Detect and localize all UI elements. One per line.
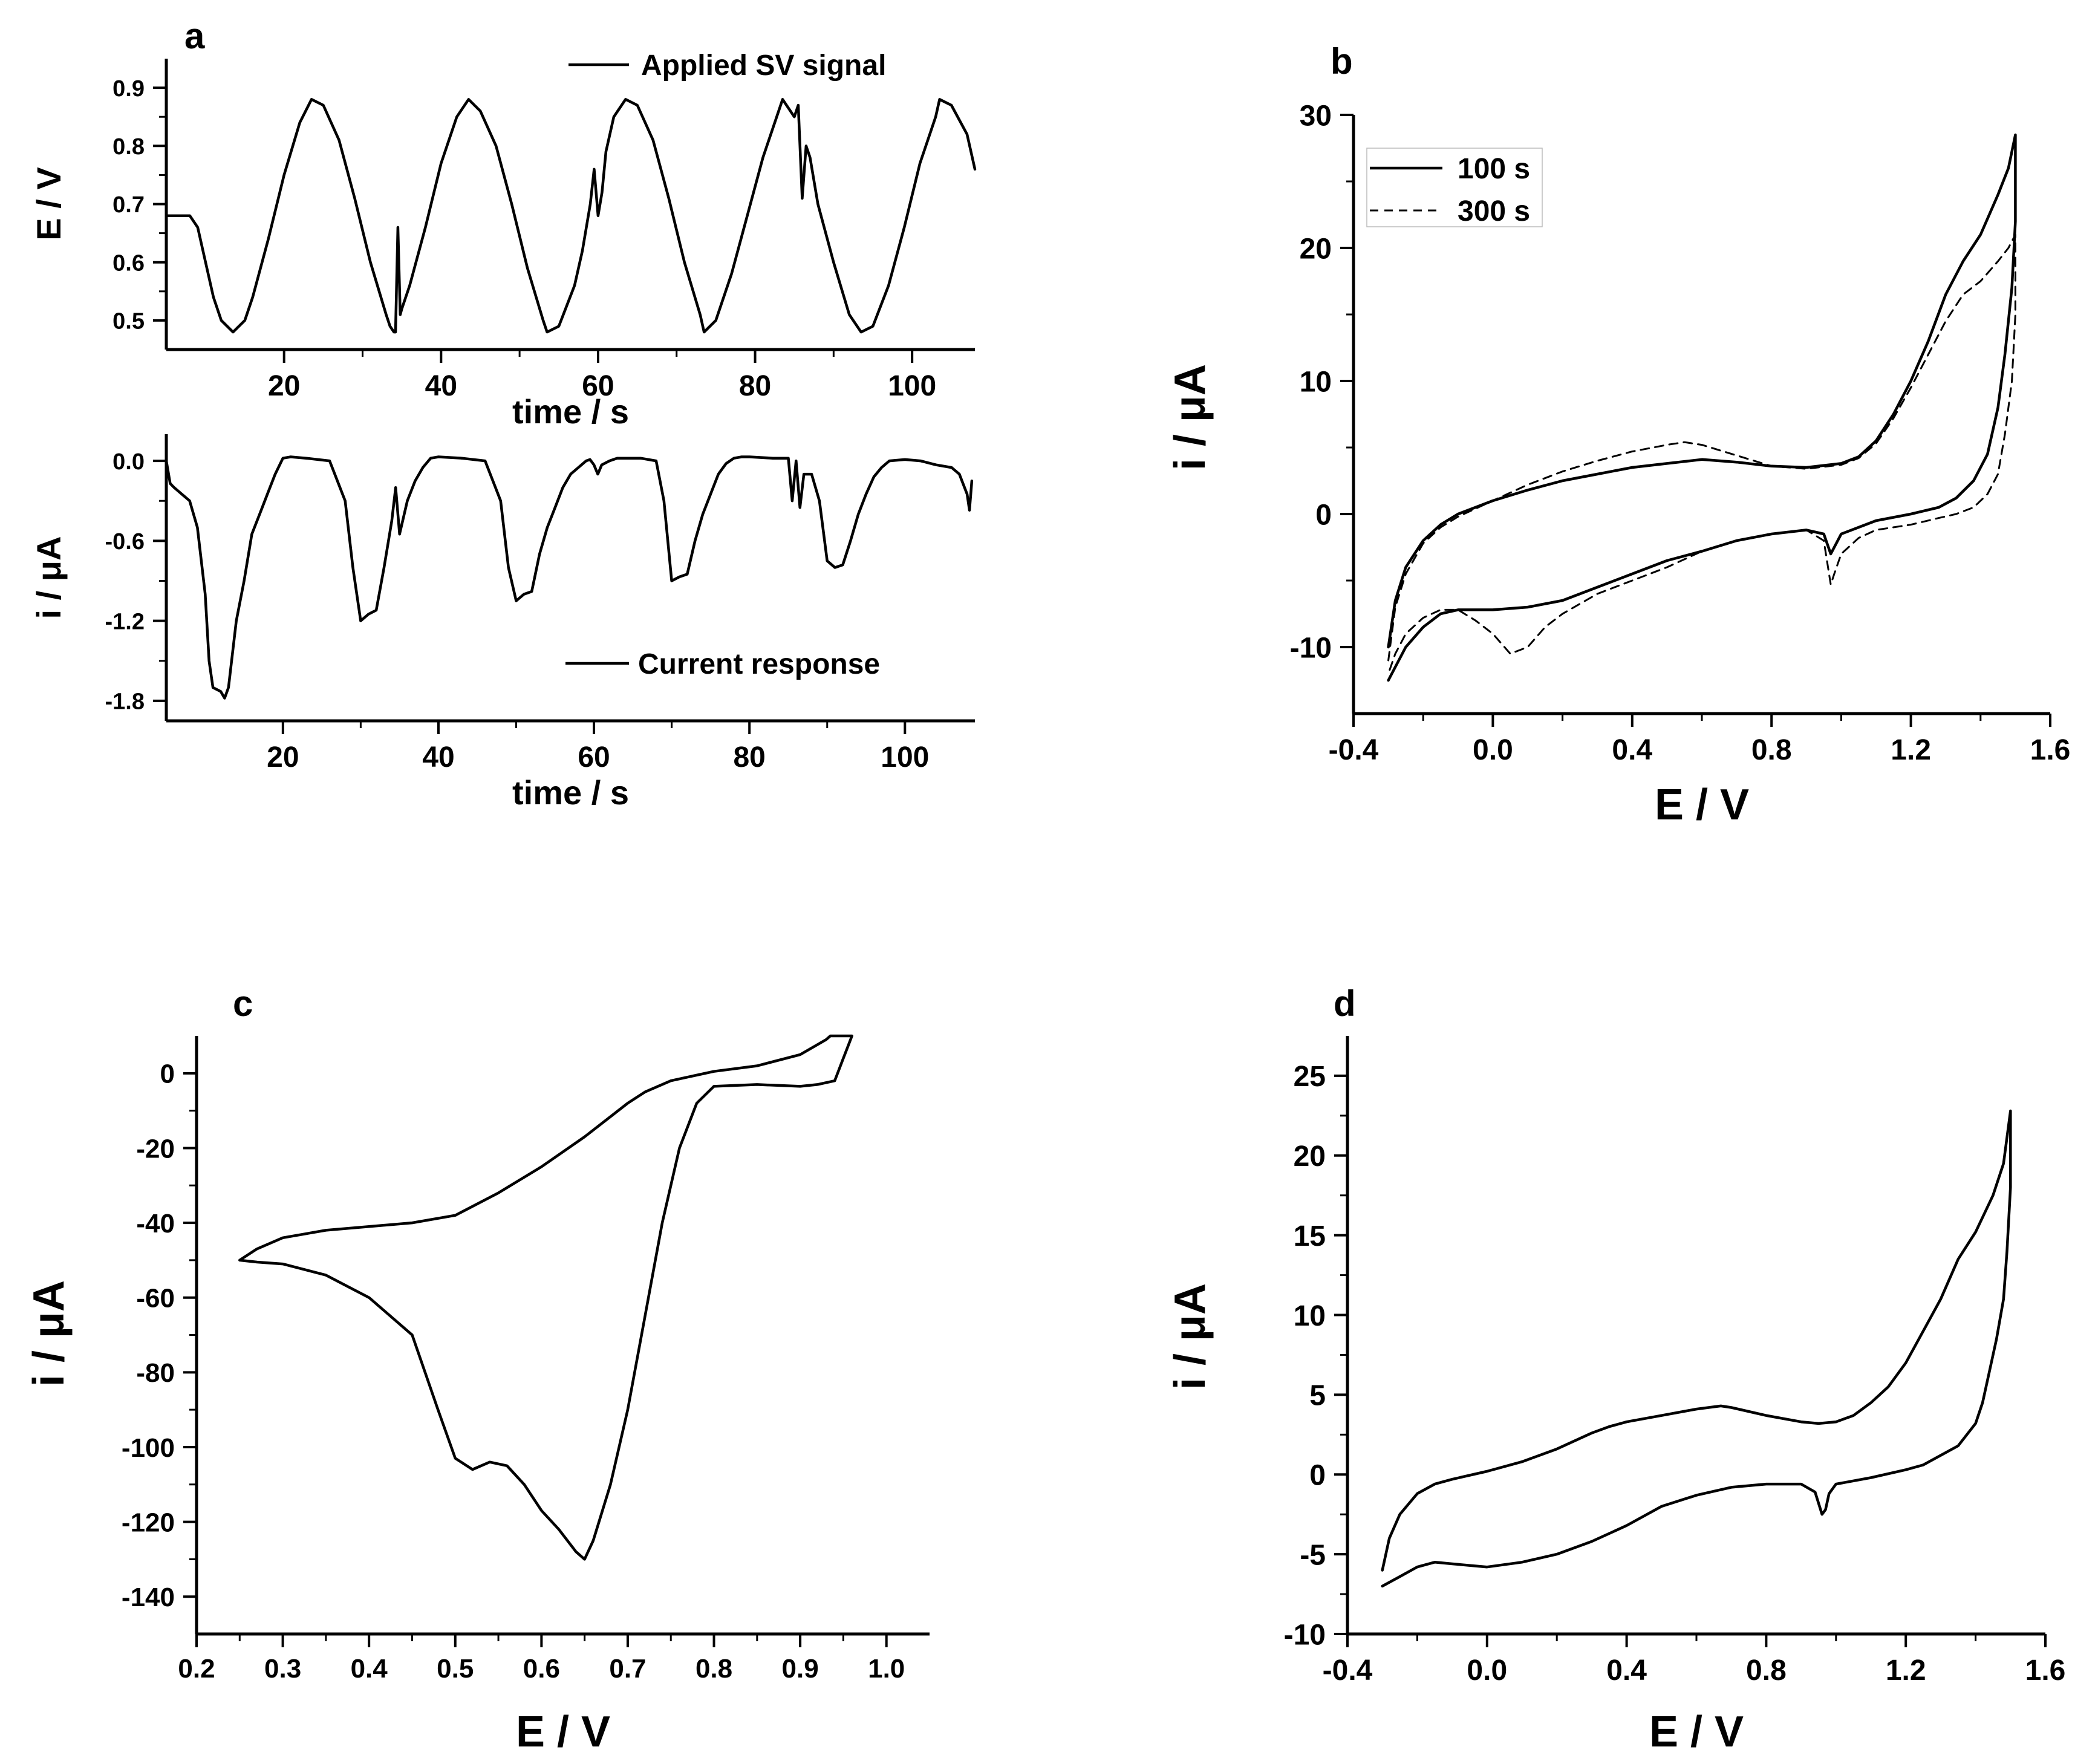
y-tick-label: -1.2	[105, 609, 145, 634]
y-tick-label: -40	[136, 1209, 175, 1238]
y-axis-title: E / V	[30, 167, 68, 240]
panel-label: c	[233, 983, 253, 1024]
y-tick-label: -1.8	[105, 689, 145, 715]
x-axis-title: E / V	[1649, 1708, 1744, 1756]
x-tick-label: 0.2	[178, 1654, 215, 1684]
panel-label: a	[184, 16, 205, 56]
y-tick-label: -5	[1300, 1539, 1326, 1571]
x-tick-label: 0.4	[351, 1654, 388, 1684]
x-tick-label: 1.2	[1886, 1655, 1926, 1687]
y-tick-label: 0.9	[112, 76, 145, 102]
y-tick-label: 20	[1294, 1141, 1326, 1173]
y-tick-label: -0.6	[105, 529, 145, 555]
x-tick-label: 80	[739, 370, 771, 402]
x-tick-label: 80	[733, 741, 765, 773]
x-tick-label: -0.4	[1323, 1655, 1373, 1687]
panel-label: d	[1334, 983, 1356, 1024]
y-tick-label: 5	[1309, 1380, 1326, 1412]
x-tick-label: 0.4	[1606, 1655, 1647, 1687]
x-axis-title: E / V	[516, 1708, 610, 1756]
series-line-100-s	[1387, 133, 2017, 682]
x-tick-label: 0.9	[782, 1654, 819, 1684]
x-tick-label: 100	[881, 741, 929, 773]
x-tick-label: 0.3	[264, 1654, 301, 1684]
y-tick-label: -140	[122, 1583, 175, 1612]
y-tick-label: 0	[1309, 1460, 1326, 1492]
x-tick-label: 100	[888, 370, 936, 402]
y-tick-label: 0.8	[112, 134, 145, 160]
x-tick-label: 0.0	[1473, 734, 1513, 766]
series-line-cv	[1381, 1109, 2012, 1588]
y-axis-title: i / μA	[30, 536, 68, 619]
x-tick-label: 60	[582, 370, 614, 402]
x-tick-label: 1.0	[868, 1654, 905, 1684]
legend-label: Current response	[638, 648, 880, 680]
y-tick-label: 0.0	[112, 449, 145, 475]
x-tick-label: 0.4	[1612, 734, 1652, 766]
y-tick-label: -60	[136, 1284, 175, 1313]
y-tick-label: 0	[1315, 499, 1332, 531]
y-axis-title: i / μA	[1166, 364, 1214, 470]
series-line-cv	[238, 1034, 853, 1561]
x-tick-label: 1.6	[2030, 734, 2071, 766]
series-line-current-response	[166, 455, 974, 700]
x-tick-label: 60	[578, 741, 610, 773]
panel-label: b	[1331, 41, 1353, 82]
panel-d: -0.4 0.0 0.4 0.8 1.2 1.6 -10 -5 0 5 10 15 20 25 E / V i…	[1166, 983, 2065, 1756]
y-tick-label: 0.7	[112, 192, 145, 218]
x-tick-label: 1.2	[1891, 734, 1931, 766]
x-tick-label: 0.7	[609, 1654, 646, 1684]
panel-b: -0.4 0.0 0.4 0.8 1.2 1.6 -10 0 10 20 30 E / V i / μA…	[1166, 41, 2070, 829]
x-tick-label: 0.8	[696, 1654, 732, 1684]
legend-label: 100 s	[1458, 153, 1530, 185]
y-tick-label: 20	[1300, 233, 1332, 265]
y-axis-title: i / μA	[1166, 1283, 1214, 1390]
series-line-300-s	[1387, 233, 2016, 675]
panel-c: 0.2 0.3 0.4 0.5 0.6 0.7 0.8 0.9 1.0 0 -20 -40 -60 -80…	[25, 983, 930, 1756]
y-tick-label: -100	[122, 1433, 175, 1463]
y-tick-label: 30	[1300, 100, 1332, 132]
x-tick-label: 0.0	[1467, 1655, 1507, 1687]
x-tick-label: 0.8	[1751, 734, 1792, 766]
x-tick-label: 40	[422, 741, 454, 773]
x-tick-label: 20	[267, 741, 299, 773]
x-tick-label: 1.6	[2025, 1655, 2066, 1687]
y-tick-label: 25	[1294, 1061, 1326, 1093]
y-tick-label: 15	[1294, 1220, 1326, 1252]
x-axis-title: time / s	[512, 773, 629, 812]
legend-frame	[1366, 148, 1543, 227]
x-axis-title: time / s	[512, 392, 629, 431]
y-tick-label: 10	[1294, 1300, 1326, 1332]
y-tick-label: -10	[1284, 1619, 1326, 1651]
legend-label: Applied SV signal	[641, 50, 886, 82]
x-tick-label: -0.4	[1329, 734, 1379, 766]
y-tick-label: -20	[136, 1134, 175, 1164]
y-tick-label: 0	[160, 1059, 175, 1089]
y-tick-label: 0.5	[112, 309, 145, 334]
y-tick-label: 0.6	[112, 250, 145, 276]
y-tick-label: -10	[1290, 632, 1332, 664]
y-tick-label: 10	[1300, 366, 1332, 398]
x-tick-label: 40	[425, 370, 457, 402]
x-tick-label: 0.6	[523, 1654, 560, 1684]
x-tick-label: 0.8	[1746, 1655, 1787, 1687]
legend-label: 300 s	[1458, 195, 1530, 227]
x-tick-label: 20	[268, 370, 300, 402]
x-axis-title: E / V	[1655, 781, 1749, 829]
y-tick-label: -80	[136, 1358, 175, 1388]
x-tick-label: 0.5	[437, 1654, 474, 1684]
series-line-applied-sv-signal	[166, 98, 977, 334]
y-tick-label: -120	[122, 1508, 175, 1537]
panel-a-bottom: 20 40 60 80 100 0.0 -0.6 -1.2 -1.8 time / s i / μA…	[30, 434, 975, 812]
y-axis-title: i / μA	[25, 1280, 73, 1387]
panel-a-top: 20 40 60 80 100 0.5 0.6 0.7 0.8 0.9 time / s E / V a…	[30, 16, 977, 431]
